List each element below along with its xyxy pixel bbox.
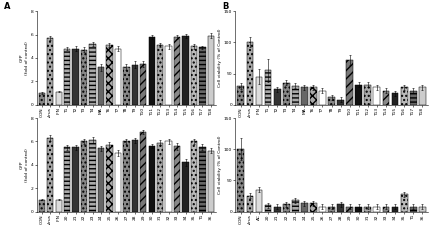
Bar xyxy=(157,143,163,212)
Bar xyxy=(89,44,96,105)
Bar xyxy=(182,36,189,105)
Bar xyxy=(47,138,54,212)
Bar xyxy=(374,87,380,105)
Bar xyxy=(38,200,45,212)
Bar xyxy=(149,146,155,212)
Bar xyxy=(106,145,113,212)
Bar xyxy=(182,162,189,212)
Bar xyxy=(292,86,299,105)
Bar xyxy=(265,205,271,212)
Bar xyxy=(174,146,180,212)
Bar xyxy=(132,140,138,212)
Bar xyxy=(410,207,416,212)
Bar xyxy=(238,149,244,212)
Bar xyxy=(356,207,362,212)
Bar xyxy=(106,45,113,105)
Bar xyxy=(98,148,104,211)
Bar xyxy=(81,142,87,212)
Bar xyxy=(140,64,146,105)
Bar xyxy=(274,207,280,212)
Bar xyxy=(38,93,45,105)
Bar xyxy=(292,200,299,212)
Y-axis label: Cell viability (% of Control): Cell viability (% of Control) xyxy=(218,29,222,87)
Bar xyxy=(337,100,344,105)
Bar xyxy=(247,42,253,105)
Bar xyxy=(283,83,289,105)
Bar xyxy=(191,46,197,105)
Bar xyxy=(328,97,335,105)
Bar xyxy=(149,37,155,105)
Bar xyxy=(319,207,326,212)
Bar xyxy=(328,207,335,212)
Bar xyxy=(401,87,407,105)
Bar xyxy=(89,140,96,212)
Bar xyxy=(98,67,104,105)
Bar xyxy=(174,37,180,105)
Bar xyxy=(208,151,214,211)
Bar xyxy=(191,142,197,212)
Bar xyxy=(392,93,398,105)
Text: A: A xyxy=(4,2,11,11)
Bar xyxy=(165,46,172,105)
Bar xyxy=(383,91,389,105)
Bar xyxy=(140,132,146,212)
Bar xyxy=(337,204,344,212)
Bar xyxy=(374,207,380,212)
Bar xyxy=(265,70,271,105)
Bar xyxy=(56,92,62,105)
Bar xyxy=(81,50,87,105)
Bar xyxy=(115,153,121,212)
Bar xyxy=(64,147,70,212)
Bar xyxy=(356,85,362,105)
Bar xyxy=(283,204,289,212)
Bar xyxy=(410,91,416,105)
Bar xyxy=(419,87,426,105)
Bar xyxy=(346,60,353,105)
Bar xyxy=(310,87,317,105)
Bar xyxy=(256,190,262,211)
Bar xyxy=(73,49,79,105)
Bar xyxy=(238,86,244,105)
Bar xyxy=(256,76,262,105)
Text: B: B xyxy=(222,2,229,11)
Bar xyxy=(123,142,130,212)
Bar xyxy=(319,91,326,105)
Bar xyxy=(199,147,206,212)
Bar xyxy=(132,65,138,105)
Bar xyxy=(419,207,426,212)
Bar xyxy=(157,45,163,105)
Bar xyxy=(301,203,308,212)
Bar xyxy=(73,147,79,212)
Bar xyxy=(56,200,62,212)
Bar xyxy=(365,85,371,105)
Bar xyxy=(47,38,54,105)
Bar xyxy=(274,89,280,105)
Y-axis label: GFP
(fold of control): GFP (fold of control) xyxy=(20,148,29,182)
Bar xyxy=(401,194,407,212)
Bar xyxy=(365,207,371,212)
Bar xyxy=(123,67,130,105)
Bar xyxy=(392,207,398,212)
Bar xyxy=(346,207,353,212)
Bar xyxy=(310,203,317,212)
Y-axis label: GFP
(fold of control): GFP (fold of control) xyxy=(20,41,29,75)
Bar xyxy=(115,49,121,105)
Y-axis label: Cell viability (% of Control): Cell viability (% of Control) xyxy=(218,135,222,194)
Bar xyxy=(199,47,206,105)
Bar xyxy=(165,142,172,212)
Bar xyxy=(64,49,70,105)
Bar xyxy=(383,207,389,212)
Bar xyxy=(301,87,308,105)
Bar xyxy=(247,196,253,211)
Bar xyxy=(208,36,214,105)
